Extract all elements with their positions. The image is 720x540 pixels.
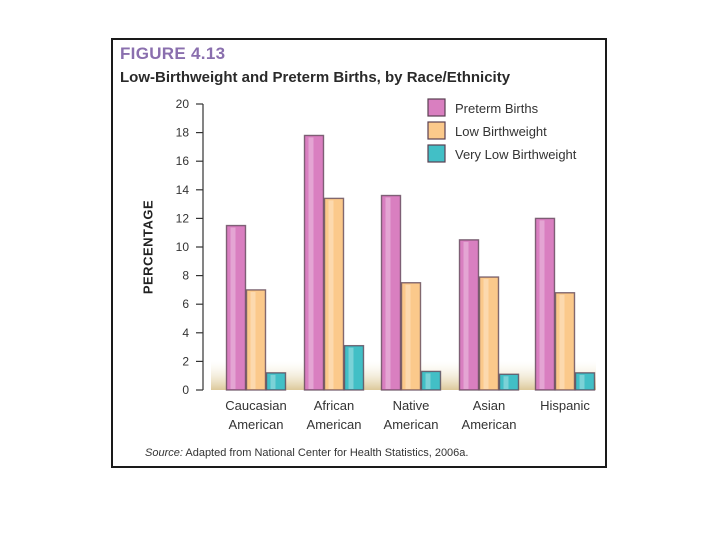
bar-low-birthweight (245, 289, 267, 391)
figure-label: FIGURE 4.13 (120, 44, 226, 63)
bar-highlight (483, 279, 489, 389)
category-label: American (384, 417, 439, 432)
bar-low-birthweight (478, 276, 500, 391)
category-label: American (229, 417, 284, 432)
legend-label: Preterm Births (455, 101, 539, 116)
bar-preterm-births (225, 224, 247, 391)
legend-swatch (427, 121, 446, 140)
y-tick-label: 12 (176, 211, 190, 225)
category-label: Hispanic (540, 398, 590, 413)
y-tick-label: 0 (182, 383, 189, 397)
bar-highlight (503, 376, 509, 389)
category-label: American (462, 417, 517, 432)
bar-highlight (348, 347, 354, 389)
bar-highlight (385, 197, 391, 389)
legend-swatch (427, 98, 446, 117)
bar-highlight (270, 374, 276, 389)
category-label: African (314, 398, 354, 413)
figure-frame (111, 38, 607, 468)
bar-low-birthweight (554, 292, 576, 391)
source-note: Source: Adapted from National Center for… (145, 447, 468, 459)
legend-swatch (427, 144, 446, 163)
bar-highlight (308, 137, 314, 389)
bar-low-birthweight (323, 197, 345, 391)
chart-title: Low-Birthweight and Preterm Births, by R… (120, 69, 511, 86)
bar-very-low-birthweight (265, 372, 287, 391)
y-tick-label: 2 (182, 354, 189, 368)
y-tick-label: 16 (176, 154, 190, 168)
bar-highlight (559, 294, 565, 389)
bar-preterm-births (534, 217, 556, 391)
y-tick-label: 10 (176, 240, 190, 254)
bar-low-birthweight (400, 282, 422, 391)
y-tick-label: 6 (182, 297, 189, 311)
bar-very-low-birthweight (574, 372, 596, 391)
bar-very-low-birthweight (498, 373, 520, 391)
y-tick-label: 20 (176, 97, 190, 111)
bar-highlight (328, 200, 334, 389)
category-label: Asian (473, 398, 506, 413)
bar-very-low-birthweight (420, 370, 442, 391)
bar-preterm-births (458, 239, 480, 391)
category-label: Caucasian (225, 398, 286, 413)
bar-highlight (230, 227, 236, 389)
category-label: American (307, 417, 362, 432)
bar-preterm-births (303, 134, 325, 391)
bar-highlight (250, 291, 256, 389)
y-tick-label: 4 (182, 326, 189, 340)
legend-label: Very Low Birthweight (455, 147, 577, 162)
legend-label: Low Birthweight (455, 124, 547, 139)
bar-highlight (405, 284, 411, 389)
bar-highlight (539, 220, 545, 389)
y-tick-label: 14 (176, 183, 190, 197)
source-lead: Source: (145, 447, 183, 459)
category-label: Native (393, 398, 430, 413)
y-tick-label: 8 (182, 269, 189, 283)
source-text: Adapted from National Center for Health … (182, 447, 469, 459)
bar-highlight (579, 374, 585, 389)
bar-highlight (463, 241, 469, 389)
bar-very-low-birthweight (343, 344, 365, 391)
y-tick-label: 18 (176, 126, 190, 140)
bar-preterm-births (380, 194, 402, 391)
bar-highlight (425, 373, 431, 389)
